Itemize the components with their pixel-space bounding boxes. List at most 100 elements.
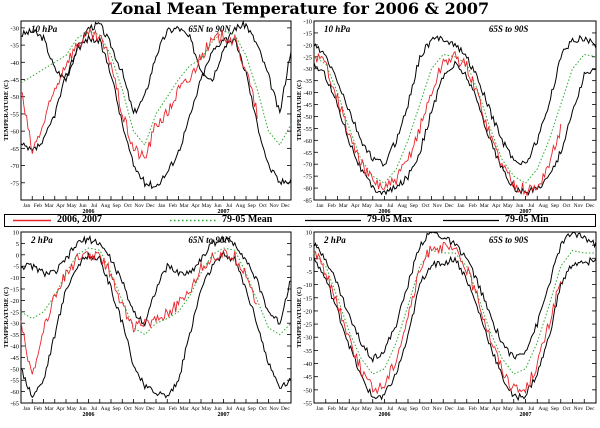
y-tick-label: -75	[10, 180, 19, 187]
y-tick-label: -25	[303, 54, 312, 61]
panel-region: 65N to 90N	[188, 24, 231, 34]
y-tick-label: -50	[303, 387, 312, 394]
x-tick-label: Aug	[101, 406, 111, 412]
y-tick-label: -30	[10, 25, 19, 32]
x-tick-label: Apr	[492, 406, 501, 412]
x-tick-label: Jun	[516, 203, 524, 209]
x-tick-label: Mar	[480, 203, 489, 209]
x-tick-label: Aug	[236, 406, 246, 412]
x-tick-label: Apr	[56, 203, 65, 209]
x-tick-label: Nov	[574, 406, 584, 412]
legend-item-min: 79-05 Min	[443, 214, 588, 226]
x-tick-label: Feb	[469, 203, 478, 209]
x-tick-label: Nov	[134, 406, 144, 412]
x-tick-label: Aug	[538, 203, 548, 209]
x-tick-label: Mar	[339, 406, 348, 412]
series-line-79-05-mean	[313, 249, 596, 375]
x-tick-label: Jan	[316, 406, 324, 412]
x-tick-label: Aug	[397, 406, 407, 412]
x-tick-label: Jul	[91, 406, 98, 412]
x-tick-label: Dec	[445, 406, 454, 412]
y-tick-label: -70	[303, 162, 312, 169]
x-tick-label: Dec	[586, 406, 595, 412]
plot-frame	[20, 20, 292, 201]
x-tick-label: Dec	[281, 203, 290, 209]
x-tick-label: Dec	[146, 203, 155, 209]
panel-region: 65S to 90S	[489, 235, 529, 245]
x-tick-label: May	[67, 203, 77, 209]
y-tick-label: -55	[303, 126, 312, 133]
y-tick-label: -45	[303, 102, 312, 109]
x-tick-label: Aug	[101, 203, 111, 209]
x-tick-label: Jan	[23, 203, 31, 209]
x-tick-label: May	[362, 406, 372, 412]
x-tick-label: Sep	[551, 203, 560, 209]
y-tick-label: -45	[10, 355, 19, 362]
x-tick-label: Mar	[480, 406, 489, 412]
x-tick-label: Jan	[23, 406, 31, 412]
x-tick-label: May	[503, 203, 513, 209]
x-tick-label: Jun	[375, 406, 383, 412]
y-axis-label: TEMPERATURE (C)	[296, 80, 303, 141]
y-tick-label: -65	[10, 146, 19, 153]
series-line-79-05-max	[20, 19, 292, 115]
y-axis-label: TEMPERATURE (C)	[3, 287, 10, 348]
x-tick-label: Jul	[387, 406, 394, 412]
x-tick-label: Nov	[134, 203, 144, 209]
x-tick-label: Jun	[375, 203, 383, 209]
panel-level: 10 hPa	[31, 24, 58, 34]
x-tick-label: May	[362, 203, 372, 209]
x-tick-label: Aug	[397, 203, 407, 209]
x-tick-label: Jan	[457, 203, 465, 209]
y-tick-label: -80	[303, 186, 312, 193]
x-tick-label: Oct	[259, 406, 267, 412]
panel-level: 2 hPa	[323, 235, 346, 245]
x-tick-label: Aug	[236, 203, 246, 209]
plot-frame	[20, 231, 292, 404]
y-tick-label: -75	[303, 174, 312, 181]
y-tick-label: -10	[303, 282, 312, 289]
y-tick-label: -35	[10, 332, 19, 339]
y-tick-label: -35	[303, 78, 312, 85]
y-axis-label: TEMPERATURE (C)	[296, 287, 303, 348]
y-tick-label: -60	[303, 138, 312, 145]
x-tick-label: Nov	[269, 203, 279, 209]
x-tick-label: Mar	[180, 406, 189, 412]
y-tick-label: -35	[303, 348, 312, 355]
series-line-79-05-min	[313, 255, 597, 402]
x-tick-label: Oct	[124, 203, 132, 209]
y-tick-label: -40	[10, 60, 19, 67]
series-line-79-05-min	[20, 250, 292, 399]
series-line-79-05-mean	[20, 30, 292, 146]
panel-region: 65N to 90N	[188, 235, 231, 245]
x-tick-label: Oct	[259, 203, 267, 209]
legend-label-observed: 2006, 2007	[57, 214, 102, 225]
x-tick-label: Dec	[146, 406, 155, 412]
year-label: 2006	[379, 209, 391, 215]
x-tick-label: Nov	[433, 203, 443, 209]
x-tick-label: Jul	[528, 203, 535, 209]
y-tick-label: -20	[303, 42, 312, 49]
year-label: 2007	[520, 412, 532, 418]
x-tick-label: Feb	[34, 203, 43, 209]
chart-panel-1: -30 -35 -40 -45 -50 -55 -60 -65 -70 -75 TEMPERATUR…	[3, 19, 292, 215]
y-tick-label: -55	[10, 111, 19, 118]
x-tick-label: Apr	[56, 406, 65, 412]
year-label: 2006	[83, 412, 95, 418]
x-tick-label: Jul	[91, 203, 98, 209]
x-tick-label: Mar	[45, 203, 54, 209]
chart-panel-3: 10 5 0 -5 -10 -15 -20 -25 -30 -35 -40 -45 -50 -55 -60 -…	[3, 230, 292, 418]
y-tick-label: -15	[10, 287, 19, 294]
x-tick-label: May	[503, 406, 513, 412]
legend-item-observed: 2006, 2007	[13, 214, 153, 226]
series-line-2006-2007	[313, 241, 562, 395]
x-tick-label: Oct	[563, 406, 571, 412]
x-tick-label: Apr	[351, 203, 360, 209]
x-tick-label: Feb	[34, 406, 43, 412]
y-tick-label: -20	[10, 298, 19, 305]
series-line-79-05-min	[313, 60, 597, 196]
x-tick-label: Sep	[551, 406, 560, 412]
x-tick-label: Sep	[248, 406, 257, 412]
y-tick-label: -45	[303, 374, 312, 381]
